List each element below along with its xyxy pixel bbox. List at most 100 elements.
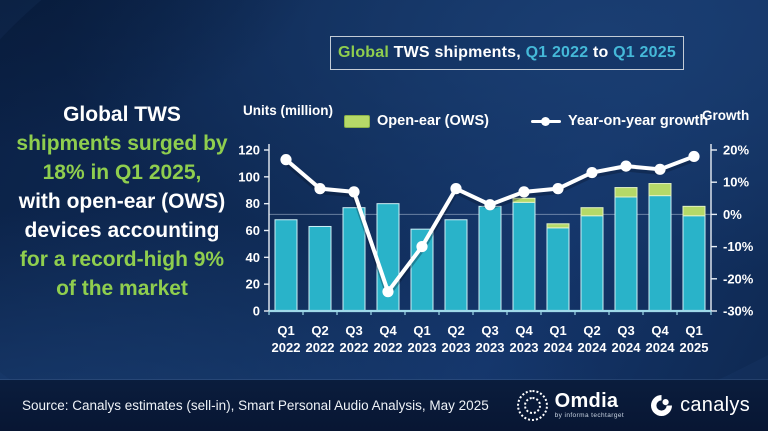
- x-label-year: 2023: [510, 340, 539, 355]
- bar-Q2-2023: [444, 219, 468, 312]
- bar-Q3-2024: [614, 196, 638, 312]
- headline-line-7: of the market: [56, 277, 188, 300]
- headline-line-3: 18% in Q1 2025,: [42, 161, 202, 184]
- bar-Q4-2022: [376, 203, 400, 312]
- title-part-to: to: [588, 44, 614, 61]
- legend-item-growth: Year-on-year growth: [530, 113, 709, 129]
- omdia-wordmark: Omdia: [554, 390, 619, 413]
- x-label-quarter: Q1: [685, 323, 702, 338]
- right-axis-tick-label: -30%: [723, 304, 754, 319]
- bar-Q4-2024: [648, 195, 672, 312]
- bar-Q2-2024: [580, 215, 604, 312]
- canalys-wordmark: canalys: [680, 394, 750, 416]
- ows-segment-Q1-2024: [546, 223, 570, 229]
- growth-point-Q1-2023: [416, 241, 428, 253]
- growth-line-shadow: [283, 156, 697, 298]
- growth-point-Q2-2023: [450, 183, 462, 195]
- title-part-q1-2022: Q1 2022: [525, 44, 589, 61]
- ows-segment-Q4-2024: [648, 183, 672, 197]
- growth-point-Q4-2024: [654, 163, 666, 175]
- left-axis-tick-label: 60: [246, 223, 260, 238]
- headline-line-5: devices accounting: [24, 219, 220, 242]
- x-label-quarter: Q4: [379, 323, 397, 338]
- left-axis-tick-label: 20: [246, 277, 260, 292]
- canalys-swirl-icon: [651, 395, 673, 416]
- x-label-year: 2022: [340, 340, 369, 355]
- right-axis-tick-label: 0%: [723, 207, 742, 222]
- title-part-global: Global: [338, 44, 390, 61]
- footer-bar: Source: Canalys estimates (sell-in), Sma…: [0, 380, 768, 431]
- x-label-year: 2024: [578, 340, 608, 355]
- x-label-quarter: Q4: [515, 323, 533, 338]
- growth-point-Q4-2022: [382, 286, 394, 298]
- x-label-year: 2022: [272, 340, 301, 355]
- omdia-circle-icon: [516, 390, 548, 421]
- ows-segment-Q2-2024: [580, 207, 604, 217]
- legend-growth-label: Year-on-year growth: [567, 113, 709, 129]
- ows-segment-Q3-2024: [614, 187, 638, 198]
- x-label-quarter: Q2: [447, 323, 464, 338]
- x-label-quarter: Q1: [413, 323, 430, 338]
- x-label-quarter: Q2: [583, 323, 600, 338]
- x-label-quarter: Q3: [617, 323, 634, 338]
- x-label-year: 2023: [408, 340, 437, 355]
- left-axis-tick-label: 120: [238, 143, 260, 158]
- headline-line-4: with open-ear (OWS): [18, 190, 226, 213]
- x-label-quarter: Q3: [345, 323, 362, 338]
- bar-Q2-2022: [308, 225, 332, 312]
- chart-title-box: Global TWS shipments, Q1 2022 to Q1 2025: [330, 36, 684, 70]
- left-axis-tick-label: 80: [246, 196, 260, 211]
- left-axis-tick-label: 100: [238, 169, 260, 184]
- x-label-quarter: Q2: [311, 323, 328, 338]
- growth-point-Q2-2022: [314, 183, 326, 195]
- right-axis-tick-label: 10%: [723, 175, 749, 190]
- legend-item-ows: Open-ear (OWS): [344, 113, 489, 129]
- x-label-year: 2023: [476, 340, 505, 355]
- title-part-tws: TWS shipments,: [389, 44, 526, 61]
- growth-line-marker-icon: [530, 116, 561, 126]
- growth-point-Q2-2024: [586, 166, 598, 179]
- growth-point-Q4-2023: [518, 186, 530, 198]
- bar-Q4-2023: [512, 201, 536, 312]
- headline-line-6: for a record-high 9%: [19, 248, 225, 271]
- bar-Q3-2022: [342, 207, 366, 312]
- headline-line-2: shipments surged by: [16, 132, 228, 155]
- ows-swatch-icon: [344, 114, 370, 128]
- x-label-year: 2024: [646, 340, 676, 355]
- source-note: Source: Canalys estimates (sell-in), Sma…: [22, 398, 489, 413]
- bar-Q1-2025: [682, 215, 706, 312]
- growth-point-Q1-2025: [688, 150, 700, 163]
- left-axis-tick-label: 0: [253, 304, 260, 319]
- x-label-year: 2022: [374, 340, 403, 355]
- headline-line-1: Global TWS: [63, 103, 181, 126]
- growth-point-Q3-2024: [620, 160, 632, 172]
- logo-group: Omdia by informa techtarget canalys: [516, 390, 750, 421]
- omdia-subtext: by informa techtarget: [554, 412, 625, 420]
- canalys-logo: canalys: [650, 394, 750, 417]
- growth-point-Q1-2024: [552, 183, 564, 195]
- x-label-quarter: Q1: [549, 323, 566, 338]
- right-axis-tick-label: 20%: [723, 143, 749, 158]
- bar-Q1-2022: [274, 219, 298, 312]
- growth-line: [284, 154, 696, 294]
- x-label-year: 2025: [680, 340, 709, 355]
- x-label-quarter: Q3: [481, 323, 498, 338]
- x-label-year: 2024: [612, 340, 642, 355]
- growth-point-Q1-2022: [280, 154, 292, 166]
- headline-text: Global TWS shipments surged by 18% in Q1…: [8, 100, 236, 303]
- growth-point-Q3-2023: [484, 199, 496, 211]
- left-axis-title: Units (million): [243, 103, 333, 118]
- x-label-year: 2024: [544, 340, 574, 355]
- bar-Q1-2023: [410, 228, 434, 312]
- right-axis-title: Growth: [702, 108, 750, 123]
- right-axis-tick-label: -20%: [723, 271, 754, 286]
- title-part-q1-2025: Q1 2025: [613, 44, 676, 61]
- ows-segment-Q1-2025: [682, 205, 706, 217]
- x-label-quarter: Q4: [651, 323, 669, 338]
- x-label-quarter: Q1: [277, 323, 294, 338]
- omdia-logo: Omdia by informa techtarget: [516, 390, 625, 421]
- left-axis-tick-label: 40: [246, 250, 260, 265]
- legend-ows-label: Open-ear (OWS): [377, 113, 489, 129]
- ows-segment-Q4-2023: [512, 197, 536, 203]
